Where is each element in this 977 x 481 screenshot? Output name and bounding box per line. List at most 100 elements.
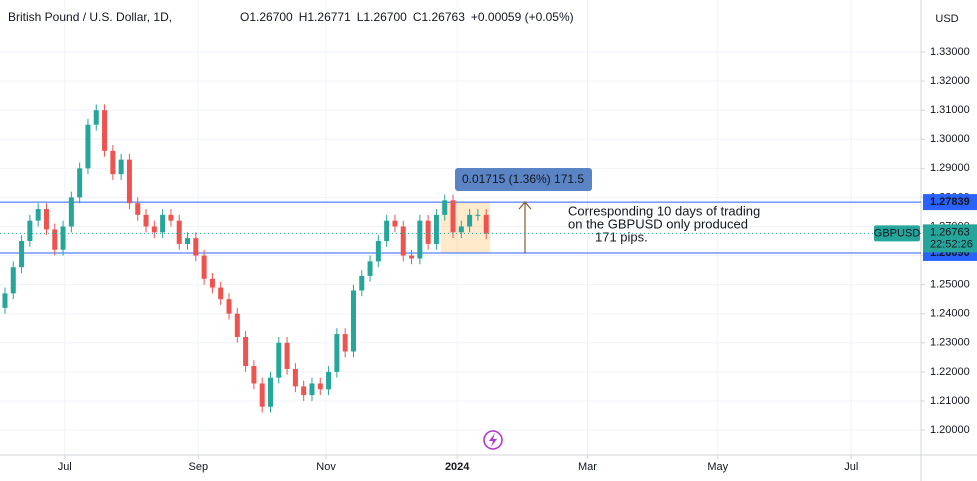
ohlc-value: +0.00059 (+0.05%) bbox=[471, 10, 574, 24]
annotation: on the GBPUSD only produced bbox=[568, 216, 748, 231]
candle-body bbox=[2, 293, 8, 308]
symbol-tag bbox=[874, 225, 920, 242]
candle-body bbox=[442, 200, 448, 215]
candle-body bbox=[467, 214, 473, 227]
candle-body bbox=[60, 226, 66, 250]
candle-body bbox=[52, 229, 58, 250]
candle-body bbox=[483, 214, 489, 234]
candle-body bbox=[160, 214, 166, 233]
candle-body bbox=[326, 371, 332, 390]
x-tick-label: Sep bbox=[189, 461, 209, 473]
y-tick-label: 1.22000 bbox=[930, 366, 970, 378]
candle-body bbox=[342, 334, 348, 352]
candle-body bbox=[19, 241, 25, 268]
candle-body bbox=[309, 383, 315, 396]
arrow-head bbox=[518, 201, 532, 210]
candle-body bbox=[375, 241, 381, 262]
ohlc-value: H1.26771 bbox=[299, 10, 351, 24]
y-tick-label: 1.24000 bbox=[930, 308, 970, 320]
lightning-icon[interactable] bbox=[483, 430, 503, 450]
candle-body bbox=[392, 220, 398, 227]
candle-body bbox=[284, 342, 290, 369]
candle-body bbox=[85, 124, 91, 169]
candle-body bbox=[475, 214, 481, 216]
y-tick-label: 1.20000 bbox=[930, 424, 970, 436]
annotation: 171 pips. bbox=[595, 229, 648, 244]
candle-body bbox=[168, 214, 174, 221]
candle-body bbox=[118, 159, 124, 175]
level-label: 1.27839 bbox=[930, 196, 970, 208]
candle-body bbox=[193, 238, 199, 256]
candle-body bbox=[176, 220, 182, 244]
y-tick-label: 1.30000 bbox=[930, 133, 970, 145]
annotation: Corresponding 10 days of trading bbox=[568, 203, 760, 218]
candle-body bbox=[433, 214, 439, 244]
candle-body bbox=[317, 383, 323, 390]
candle-body bbox=[10, 267, 16, 294]
ohlc-value: C1.26763 bbox=[413, 10, 465, 24]
candle-body bbox=[267, 377, 273, 407]
candle-body bbox=[259, 383, 265, 407]
ohlc-value: L1.26700 bbox=[357, 10, 407, 24]
candle-body bbox=[143, 214, 149, 227]
candle-body bbox=[425, 220, 431, 244]
countdown-label: 22:52:26 bbox=[930, 238, 973, 250]
candle-body bbox=[417, 220, 423, 259]
candle-body bbox=[234, 313, 240, 337]
y-tick-label: 1.29000 bbox=[930, 162, 970, 174]
candle-body bbox=[185, 238, 191, 244]
measure-box bbox=[440, 202, 491, 253]
candle-body bbox=[292, 368, 298, 387]
x-tick-label: Jul bbox=[844, 461, 858, 473]
level-tag bbox=[923, 194, 977, 211]
candle-body bbox=[301, 386, 307, 396]
candle-body bbox=[367, 261, 373, 276]
candle-body bbox=[201, 255, 207, 279]
measure-label-box bbox=[455, 168, 592, 191]
ohlc-value: O1.26700 bbox=[240, 10, 293, 24]
candle-body bbox=[126, 159, 132, 204]
candle-body bbox=[93, 110, 99, 125]
candle-body bbox=[209, 278, 215, 288]
x-tick-label: 2024 bbox=[445, 461, 470, 473]
candle-body bbox=[102, 110, 108, 151]
price-tag bbox=[923, 224, 977, 253]
price-label: 1.26763 bbox=[930, 226, 970, 238]
y-tick-label: 1.31000 bbox=[930, 104, 970, 116]
candle-body bbox=[450, 200, 456, 233]
candle-body bbox=[218, 287, 224, 300]
candle-body bbox=[243, 336, 249, 367]
candle-body bbox=[409, 255, 415, 259]
x-tick-label: Nov bbox=[316, 461, 336, 473]
symbol-label: GBPUSD bbox=[874, 227, 921, 239]
candle-body bbox=[359, 275, 365, 291]
y-tick-label: 1.23000 bbox=[930, 337, 970, 349]
candle-body bbox=[43, 209, 49, 230]
candle-body bbox=[384, 220, 390, 242]
candle-body bbox=[350, 290, 356, 352]
candle-body bbox=[135, 203, 141, 215]
candle-body bbox=[458, 226, 464, 233]
candle-body bbox=[400, 226, 406, 256]
candle-body bbox=[110, 150, 116, 175]
candle-body bbox=[334, 334, 340, 372]
x-tick-label: Jul bbox=[58, 461, 72, 473]
y-tick-label: 1.21000 bbox=[930, 395, 970, 407]
candle-body bbox=[68, 197, 74, 227]
candle-body bbox=[251, 366, 257, 384]
candle-body bbox=[77, 168, 83, 198]
x-tick-label: May bbox=[707, 461, 728, 473]
candle-body bbox=[226, 299, 232, 314]
candle-body bbox=[27, 220, 33, 242]
chart-title: British Pound / U.S. Dollar, 1D, bbox=[8, 10, 172, 24]
candle-body bbox=[276, 342, 282, 378]
y-tick-label: 1.25000 bbox=[930, 279, 970, 291]
y-tick-label: 1.33000 bbox=[930, 46, 970, 58]
currency: USD bbox=[935, 13, 958, 25]
measure-label: 0.01715 (1.36%) 171.5 bbox=[462, 172, 584, 186]
candle-body bbox=[151, 226, 157, 233]
x-tick-label: Mar bbox=[578, 461, 597, 473]
candle-body bbox=[35, 209, 41, 221]
y-tick-label: 1.32000 bbox=[930, 75, 970, 87]
